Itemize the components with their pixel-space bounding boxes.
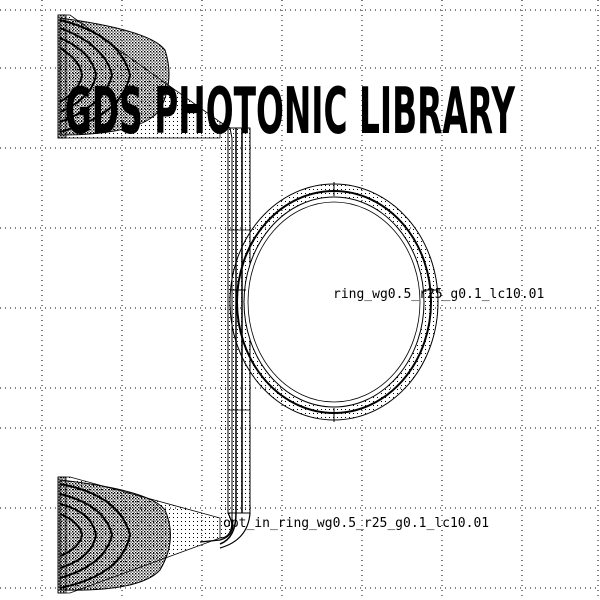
port-label: opt_in_ring_wg0.5_r25_g0.1_lc10.01	[223, 516, 489, 531]
grating-coupler-bottom	[57, 476, 221, 594]
grating-coupler-top	[57, 14, 221, 139]
ring-resonator	[229, 182, 440, 422]
ring-cell-label: ring_wg0.5_r25_g0.1_lc10.01	[333, 287, 544, 302]
library-title: GDS PHOTONIC LIBRARY	[65, 75, 515, 149]
